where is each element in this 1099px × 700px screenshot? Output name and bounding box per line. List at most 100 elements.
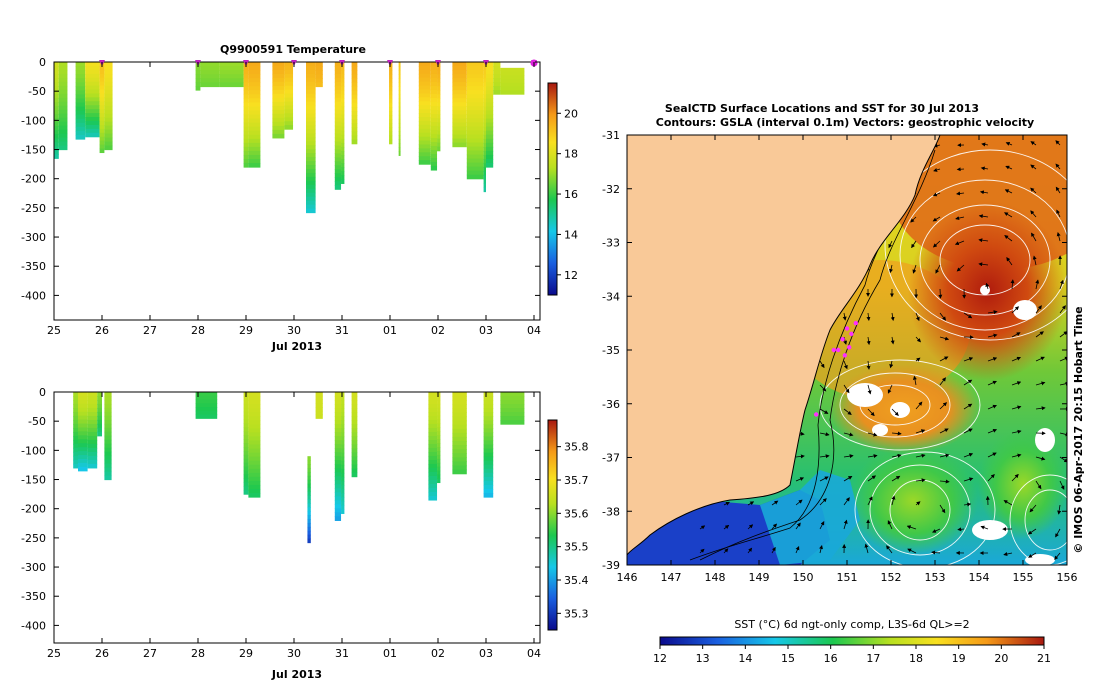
temperature-profile-2 (75, 62, 86, 140)
velocity-vector (1005, 165, 1013, 170)
velocity-vector (843, 432, 854, 437)
velocity-vector (911, 240, 917, 249)
velocity-vector (1056, 209, 1061, 218)
longitude-tick: 146 (617, 571, 638, 584)
temperature-panel: Q9900591 Temperature 25 26 27 28 29 30 31 01 02 0… (21, 43, 578, 353)
velocity-vector (1055, 140, 1061, 146)
velocity-vector (956, 191, 965, 196)
salinity-profile-8 (307, 456, 311, 544)
longitude-tick: 151 (837, 571, 858, 584)
temperature-profile-21 (430, 62, 438, 171)
velocity-vector (891, 495, 896, 506)
velocity-vector (1059, 432, 1067, 437)
velocity-vector (963, 477, 974, 482)
salinity-colorbar-tick: 35.4 (564, 574, 589, 587)
temperature-colorbar-tick: 12 (564, 269, 578, 282)
temperature-profile-7 (200, 62, 220, 88)
velocity-vector (915, 401, 923, 410)
salinity-profile-2 (87, 392, 98, 469)
velocity-vector (723, 501, 730, 506)
latitude-tick: -31 (602, 129, 620, 142)
velocity-vector (1011, 405, 1022, 410)
temperature-profile-17 (351, 62, 358, 145)
salinity-y-tick: 0 (39, 386, 46, 399)
temperature-profile-8 (219, 62, 244, 88)
velocity-vector (819, 476, 829, 482)
velocity-vector (891, 431, 902, 436)
velocity-vector (1027, 528, 1037, 535)
velocity-vector (963, 453, 974, 458)
velocity-vector (1035, 381, 1046, 386)
sealctd-location (849, 331, 854, 337)
longitude-tick: 154 (969, 571, 990, 584)
sst-colorbar-tick: 15 (781, 652, 795, 665)
salinity-x-tick: 03 (479, 647, 493, 660)
velocity-vector (819, 408, 829, 414)
salinity-colorbar-ticks: 35.3 35.4 35.5 35.6 35.7 35.8 (557, 441, 589, 620)
temperature-profile-26 (486, 62, 494, 168)
velocity-vector (843, 408, 852, 415)
velocity-vector (939, 504, 946, 514)
longitude-tick: 149 (749, 571, 770, 584)
velocity-vector (1030, 187, 1037, 194)
sst-eddy (848, 445, 978, 556)
velocity-vector (963, 379, 973, 386)
temperature-colorbar-tick: 20 (564, 107, 578, 120)
map-title-line1: SealCTD Surface Locations and SST for 30… (665, 102, 979, 115)
salinity-x-tick: 02 (431, 647, 445, 660)
salinity-profile-5 (195, 392, 218, 419)
temperature-y-tick: 0 (39, 56, 46, 69)
salinity-colorbar-tick: 35.5 (564, 541, 589, 554)
velocity-vector (747, 547, 753, 554)
velocity-vector (955, 216, 965, 221)
velocity-vector (1030, 141, 1037, 146)
longitude-tick: 150 (793, 571, 814, 584)
salinity-xlabel: Jul 2013 (271, 668, 322, 681)
temperature-profile-22 (437, 62, 441, 152)
velocity-vector (1029, 504, 1037, 513)
velocity-vector (912, 264, 917, 274)
velocity-vector (1035, 480, 1042, 490)
salinity-profile-0 (73, 392, 78, 469)
velocity-vector (1011, 381, 1022, 386)
longitude-tick: 152 (881, 571, 902, 584)
velocity-vector (819, 454, 830, 459)
temperature-plot-frame (53, 61, 541, 321)
velocity-vector (987, 357, 998, 362)
map-latitude-axis: -31 -32 -33 -34 -35 -36 -37 -38 -39 (602, 129, 1067, 572)
salinity-x-tick: 27 (143, 647, 157, 660)
velocity-vector (887, 520, 893, 530)
temperature-profiles (54, 62, 525, 214)
sealctd-location (831, 347, 836, 353)
salinity-profiles (73, 392, 525, 544)
longitude-tick: 156 (1057, 571, 1078, 584)
velocity-vector (932, 192, 941, 197)
sst-colorbar-label: SST (°C) 6d ngt-only comp, L3S-6d QL>=2 (734, 618, 969, 631)
velocity-vector (981, 142, 989, 147)
salinity-colorbar-tick: 35.6 (564, 507, 589, 520)
velocity-vector (939, 479, 950, 484)
velocity-vector (771, 546, 776, 554)
velocity-vector (867, 475, 877, 482)
velocity-vector (891, 475, 901, 482)
velocity-vector (1030, 210, 1037, 218)
salinity-colorbar (547, 419, 558, 631)
velocity-vector (1057, 504, 1062, 515)
gsla-contours (819, 149, 1067, 565)
velocity-vector (1059, 305, 1066, 314)
velocity-vector (939, 402, 948, 410)
imos-timestamp-label: © IMOS 06-Apr-2017 20:15 Hobart Time (1072, 306, 1085, 553)
temperature-x-tick: 27 (143, 324, 157, 337)
velocity-vector (1003, 552, 1013, 556)
temperature-x-tick: 29 (239, 324, 253, 337)
velocity-vector (795, 545, 800, 554)
australia-land (627, 135, 941, 556)
velocity-vector (954, 240, 965, 246)
latitude-tick: -32 (602, 183, 620, 196)
velocity-vector (963, 312, 973, 319)
sealctd-location (847, 345, 852, 350)
temperature-title: Q9900591 Temperature (220, 43, 366, 56)
velocity-vector (915, 312, 920, 322)
velocity-vector (1059, 480, 1065, 490)
velocity-vector (723, 548, 729, 554)
